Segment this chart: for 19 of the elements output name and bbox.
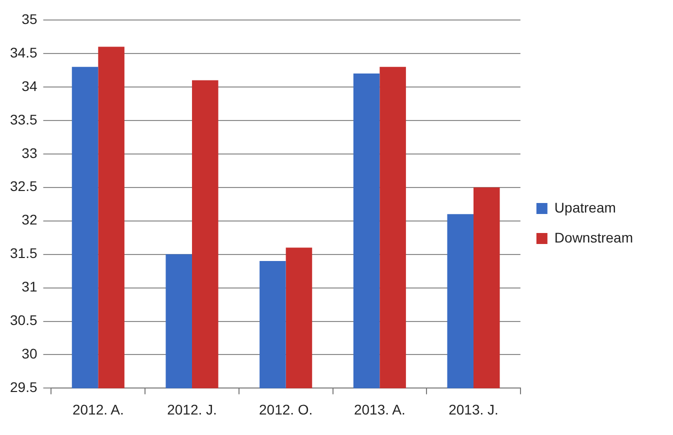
x-tick-label: 2013. A. xyxy=(354,401,406,418)
y-tick-label: 30.5 xyxy=(10,312,38,328)
x-tick-label: 2012. O. xyxy=(258,401,313,418)
y-tick-label: 33 xyxy=(22,144,38,161)
x-tick-label: 2012. J. xyxy=(167,401,217,418)
x-tick-label: 2012. A. xyxy=(72,401,124,418)
y-tick-label: 31 xyxy=(22,278,38,295)
legend-label: Upatream xyxy=(554,199,616,216)
y-tick-label: 35 xyxy=(22,10,38,27)
y-tick-label: 34.5 xyxy=(10,44,38,60)
legend-label: Downstream xyxy=(554,229,634,246)
y-tick-label: 32 xyxy=(22,212,38,228)
y-tick-label: 30 xyxy=(22,346,38,362)
x-tick-label: 2013. J. xyxy=(448,401,498,418)
y-tick-label: 34 xyxy=(22,78,38,94)
y-tick-label: 33.5 xyxy=(10,111,38,128)
y-tick-label: 29.5 xyxy=(10,379,38,396)
y-tick-label: 32.5 xyxy=(10,178,38,194)
y-tick-label: 31.5 xyxy=(10,245,38,262)
